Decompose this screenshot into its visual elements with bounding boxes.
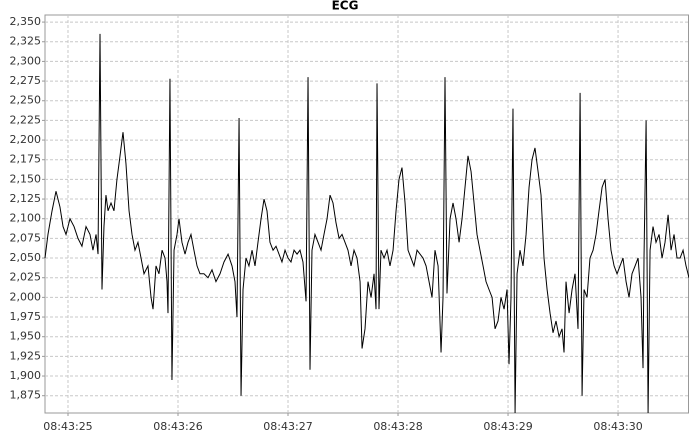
y-tick-label: 2,000 [10,290,42,303]
x-tick-label: 08:43:28 [373,420,422,432]
x-tick-label: 08:43:30 [593,420,642,432]
x-tick-label: 08:43:29 [483,420,532,432]
y-tick-label: 2,275 [10,74,42,87]
y-tick-label: 2,050 [10,251,42,264]
x-tick-label: 08:43:26 [153,420,202,432]
y-tick-label: 2,350 [10,15,42,28]
y-tick-label: 2,325 [10,35,42,48]
x-tick-label: 08:43:27 [263,420,312,432]
chart-title: ECG [332,0,359,13]
y-tick-label: 2,300 [10,54,42,67]
y-tick-label: 2,150 [10,172,42,185]
x-tick-label: 08:43:25 [43,420,92,432]
y-tick-label: 2,250 [10,94,42,107]
ecg-line [44,33,689,414]
y-tick-label: 1,950 [10,330,42,343]
y-tick-label: 1,875 [10,389,42,402]
y-tick-label: 2,075 [10,231,42,244]
plot-area [44,14,689,414]
y-tick-label: 2,225 [10,113,42,126]
y-tick-label: 2,200 [10,133,42,146]
y-tick-label: 2,100 [10,212,42,225]
y-tick-label: 2,025 [10,271,42,284]
y-tick-label: 1,925 [10,349,42,362]
y-tick-label: 1,975 [10,310,42,323]
y-tick-label: 1,900 [10,369,42,382]
y-tick-label: 2,175 [10,153,42,166]
y-tick-label: 2,125 [10,192,42,205]
